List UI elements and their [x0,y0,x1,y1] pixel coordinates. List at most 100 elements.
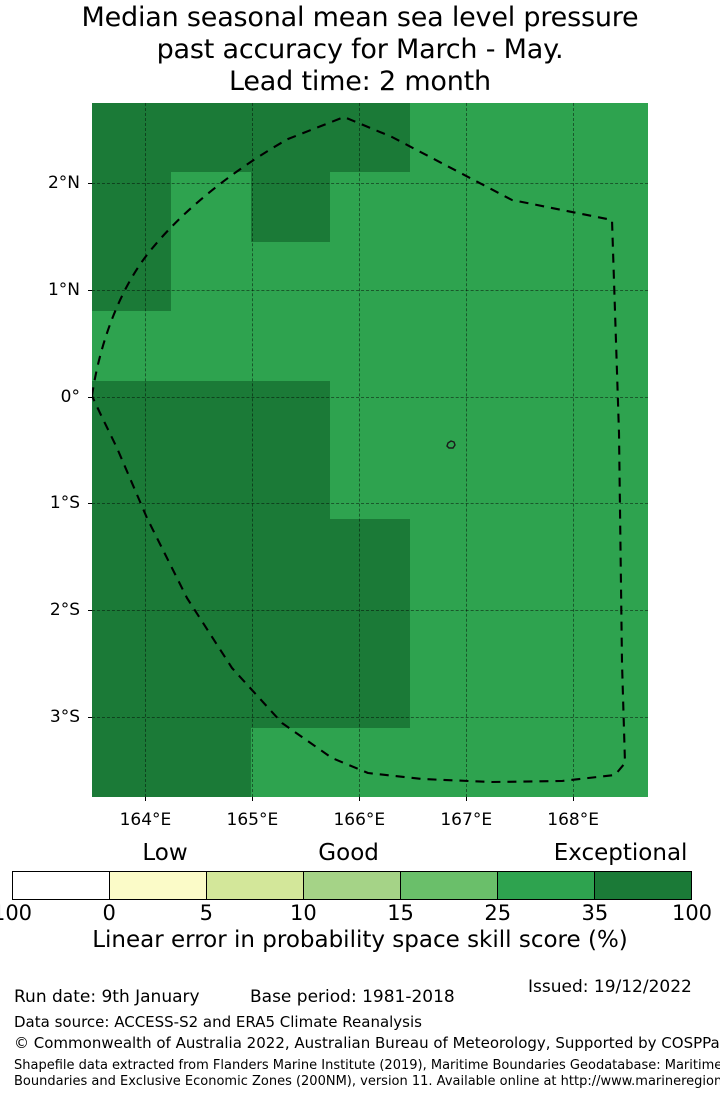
y-axis-tick-mark [88,396,92,398]
y-axis-tick-label: 2°S [49,600,80,621]
colorbar-category-label: Exceptional [553,840,688,866]
heatmap-cell [250,519,331,590]
colorbar-tick-label: 25 [484,901,512,925]
heatmap-cell [171,658,252,729]
heatmap-cell [330,380,411,451]
heatmap-cell [92,311,173,382]
footer-run-date: Run date: 9th January [14,987,200,1007]
heatmap-cell [171,172,252,243]
y-axis-tick-label: 3°S [49,706,80,727]
heatmap-cell [250,241,331,312]
heatmap-cell [250,380,331,451]
colorbar-segment[interactable] [498,872,595,899]
heatmap-cell [171,727,252,797]
colorbar-tick-label: 100 [0,901,33,925]
colorbar-tick-label: 0 [102,901,116,925]
colorbar-segment[interactable] [304,872,401,899]
heatmap-cell [250,727,331,797]
colorbar-tick-label: 35 [581,901,609,925]
heatmap-cell [330,450,411,520]
y-axis-tick-mark [88,716,92,718]
skill-score-cell-grid [92,103,648,797]
heatmap-cell [92,658,173,729]
x-axis-tick-mark [252,797,254,801]
heatmap-cell [568,311,648,382]
heatmap-cell [489,588,570,659]
island-polygon-icon [446,440,456,449]
footer-shapefile-line2: Boundaries and Exclusive Economic Zones … [14,1074,720,1089]
heatmap-cell [568,727,648,797]
colorbar-segment[interactable] [207,872,304,899]
heatmap-cell [171,241,252,312]
heatmap-cell [250,658,331,729]
x-axis-tick-label: 165°E [226,810,279,830]
heatmap-cell [92,519,173,590]
heatmap-cell [409,658,490,729]
heatmap-cell [330,588,411,659]
heatmap-cell [92,103,173,173]
footer-shapefile-line1: Shapefile data extracted from Flanders M… [14,1058,720,1073]
heatmap-cell [409,727,490,797]
y-axis-tick-label: 2°N [47,173,80,194]
colorbar-tick-label: 100 [671,901,713,925]
heatmap-cell [409,241,490,312]
footer-copyright: © Commonwealth of Australia 2022, Austra… [14,1034,720,1052]
heatmap-cell [489,727,570,797]
heatmap-cell [330,241,411,312]
colorbar[interactable] [12,871,692,900]
x-axis-tick-mark [573,797,575,801]
heatmap-cell [568,103,648,173]
x-axis-tick-label: 167°E [440,810,493,830]
heatmap-cell [92,241,173,312]
colorbar-tick-label: 15 [387,901,414,925]
heatmap-cell [409,380,490,451]
heatmap-cell [489,103,570,173]
heatmap-cell [409,103,490,173]
y-axis-tick-mark [88,610,92,612]
heatmap-cell [568,588,648,659]
page-title: Median seasonal mean sea level pressure … [81,2,639,97]
heatmap-cell [92,380,173,451]
y-axis-tick-mark [88,503,92,505]
colorbar-segment[interactable] [13,872,110,899]
colorbar-axis-label: Linear error in probability space skill … [92,927,628,953]
x-axis-tick-label: 168°E [547,810,599,830]
x-axis-tick-mark [145,797,147,801]
heatmap-cell [171,588,252,659]
colorbar-category-labels: Low Good Exceptional [0,840,720,866]
heatmap-cell [489,658,570,729]
y-axis-tick-mark [88,183,92,185]
colorbar-category-label: Good [318,840,379,866]
heatmap-cell [250,311,331,382]
colorbar-tick-label: 10 [290,901,317,925]
heatmap-cell [489,519,570,590]
heatmap-cell [409,588,490,659]
eez-boundary-line [92,115,627,784]
heatmap-cell [568,450,648,520]
map-plot-area[interactable] [92,103,648,797]
heatmap-cell [171,450,252,520]
colorbar-segment[interactable] [595,872,691,899]
heatmap-cell [409,519,490,590]
heatmap-cell [250,450,331,520]
heatmap-cell [330,727,411,797]
heatmap-cell [171,103,252,173]
heatmap-cell [568,519,648,590]
heatmap-cell [250,172,331,243]
heatmap-cell [409,450,490,520]
heatmap-cell [489,311,570,382]
heatmap-cell [568,241,648,312]
footer-issued: Issued: 19/12/2022 [528,977,692,997]
heatmap-cell [250,588,331,659]
colorbar-segment[interactable] [401,872,498,899]
heatmap-cell [171,311,252,382]
heatmap-cell [92,588,173,659]
heatmap-cell [409,311,490,382]
heatmap-cell [568,380,648,451]
colorbar-segment[interactable] [110,872,207,899]
heatmap-cell [489,241,570,312]
colorbar-tick-labels: 100 0 5 10 15 25 35 100 [0,901,720,925]
heatmap-cell [92,172,173,243]
footer-base-period: Base period: 1981-2018 [250,987,455,1007]
heatmap-cell [330,103,411,173]
